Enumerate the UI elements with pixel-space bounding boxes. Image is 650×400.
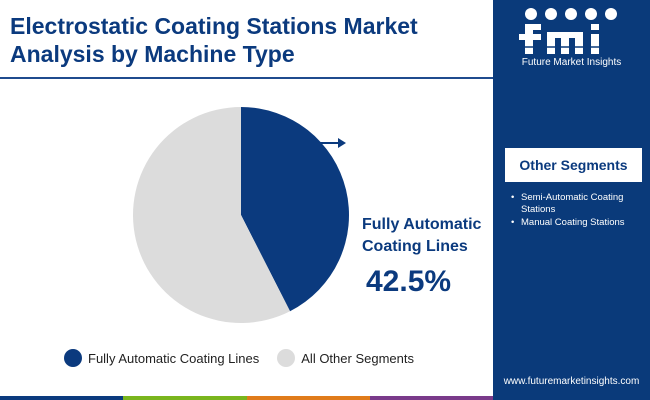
fmi-logo — [519, 8, 621, 54]
callout-arrow — [320, 138, 346, 148]
bottom-color-bar — [0, 396, 493, 400]
legend-item-fully-automatic: Fully Automatic Coating Lines — [64, 349, 259, 367]
logo-text: Future Market Insights — [521, 57, 622, 68]
callout-label: Fully Automatic Coating Lines — [362, 216, 482, 255]
sidebar: Future Market Insights Other Segments Se… — [493, 0, 650, 400]
pie-slice-other-segments — [133, 107, 291, 323]
other-segments-list: Semi-Automatic Coating Stations Manual C… — [509, 192, 649, 230]
bottom-bar-segment — [369, 396, 493, 400]
legend-label-fully-automatic: Fully Automatic Coating Lines — [88, 350, 260, 366]
legend-label-other-segments: All Other Segments — [301, 350, 414, 366]
title-divider — [0, 77, 493, 79]
chart-area: Fully Automatic Coating Lines 42.5% — [0, 80, 493, 390]
other-segments-title: Other Segments — [505, 148, 642, 182]
bottom-bar-segment — [246, 396, 370, 400]
list-item: Manual Coating Stations — [509, 217, 649, 229]
list-item: Semi-Automatic Coating Stations — [509, 192, 649, 216]
chart-legend: Fully Automatic Coating Lines All Other … — [64, 349, 432, 367]
legend-item-other-segments: All Other Segments — [277, 349, 414, 367]
page-title: Electrostatic Coating Stations Market An… — [10, 13, 418, 67]
pie-chart — [133, 107, 349, 323]
bottom-bar-segment — [123, 396, 247, 400]
callout-value: 42.5% — [366, 265, 452, 298]
pie-slice-fully-automatic — [241, 107, 349, 312]
legend-swatch-other-segments — [277, 349, 296, 367]
bottom-bar-segment — [0, 396, 124, 400]
legend-swatch-fully-automatic — [64, 349, 82, 367]
website-link[interactable]: www.futuremarketinsights.com — [503, 376, 640, 387]
